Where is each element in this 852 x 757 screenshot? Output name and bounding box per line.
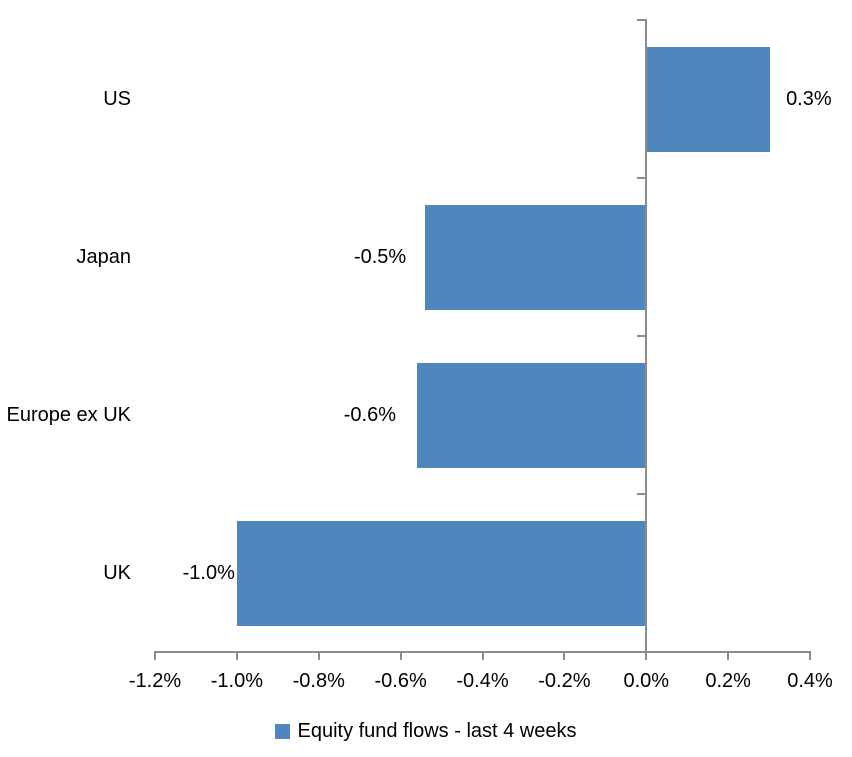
x-axis-tick bbox=[235, 652, 238, 660]
x-axis-tick bbox=[809, 652, 811, 660]
value-label-europe-ex-uk: -0.6% bbox=[343, 404, 396, 426]
value-label-japan: -0.5% bbox=[353, 246, 407, 268]
bar-europe-ex-uk bbox=[417, 362, 647, 468]
x-tick-label--0-8-: -0.8% bbox=[292, 670, 345, 692]
category-axis-tick bbox=[637, 493, 647, 495]
x-tick-label--0-4-: -0.4% bbox=[456, 670, 509, 692]
bar-uk bbox=[236, 520, 647, 626]
x-tick-label-0-4-: 0.4% bbox=[787, 670, 833, 692]
zero-baseline bbox=[645, 19, 648, 652]
x-axis-tick bbox=[481, 652, 484, 660]
x-axis-tick bbox=[645, 652, 648, 660]
x-tick-label--0-6-: -0.6% bbox=[374, 670, 427, 692]
x-axis-tick bbox=[399, 652, 402, 660]
x-tick-label-0-0-: 0.0% bbox=[623, 670, 670, 692]
legend-label: Equity fund flows - last 4 weeks bbox=[297, 720, 577, 742]
x-tick-label--0-2-: -0.2% bbox=[538, 670, 591, 692]
x-axis-tick bbox=[727, 652, 730, 660]
category-label-japan: Japan bbox=[76, 246, 132, 268]
value-label-us: 0.3% bbox=[786, 88, 832, 110]
value-label-uk: -1.0% bbox=[182, 562, 235, 584]
x-tick-label--1-2-: -1.2% bbox=[128, 670, 182, 692]
category-label-us: US bbox=[103, 88, 131, 110]
x-axis-tick bbox=[154, 652, 156, 660]
category-axis-tick bbox=[637, 335, 647, 337]
category-axis-tick bbox=[637, 177, 647, 179]
bar-japan bbox=[425, 204, 647, 310]
legend: Equity fund flows - last 4 weeks bbox=[0, 718, 852, 744]
x-axis-tick bbox=[563, 652, 566, 660]
x-axis-tick bbox=[317, 652, 320, 660]
x-tick-label-0-2-: 0.2% bbox=[705, 670, 751, 692]
category-label-uk: UK bbox=[103, 562, 131, 584]
legend-swatch-icon bbox=[275, 723, 291, 739]
bar-us bbox=[647, 46, 771, 152]
category-axis-tick bbox=[637, 19, 647, 21]
x-tick-label--1-0-: -1.0% bbox=[210, 670, 263, 692]
category-label-europe-ex-uk: Europe ex UK bbox=[6, 404, 131, 426]
